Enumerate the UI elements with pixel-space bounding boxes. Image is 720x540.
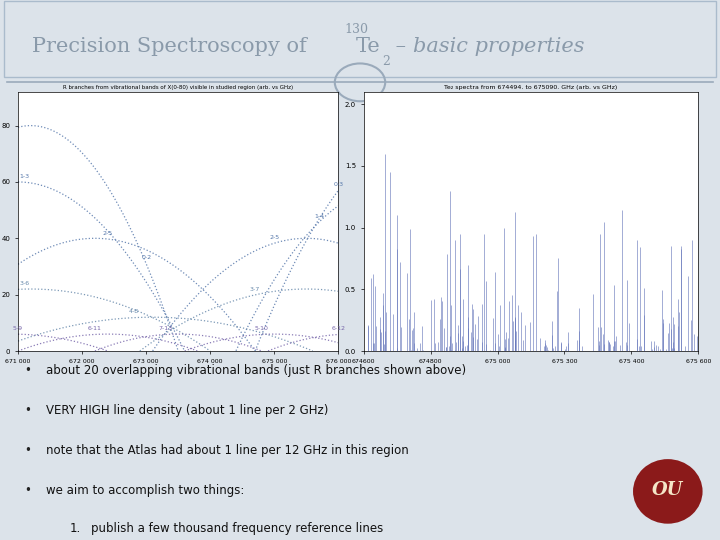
Title: R branches from vibrational bands of X(0-80) visible in studied region (arb. vs : R branches from vibrational bands of X(0… [63, 85, 293, 90]
Text: 1-4: 1-4 [314, 213, 324, 219]
Text: –: – [389, 37, 413, 57]
Text: 2-5: 2-5 [103, 231, 113, 235]
Text: 5-10: 5-10 [255, 326, 269, 331]
Text: 2-5: 2-5 [269, 235, 279, 240]
Text: 1-3: 1-3 [19, 174, 30, 179]
Text: VERY HIGH line density (about 1 line per 2 GHz): VERY HIGH line density (about 1 line per… [45, 404, 328, 417]
Text: 3-6: 3-6 [19, 281, 30, 286]
Text: 5-9: 5-9 [13, 326, 23, 331]
Text: •: • [24, 484, 32, 497]
Text: Precision Spectroscopy of: Precision Spectroscopy of [32, 37, 314, 57]
Text: about 20 overlapping vibrational bands (just R branches shown above): about 20 overlapping vibrational bands (… [45, 364, 466, 377]
Text: publish a few thousand frequency reference lines: publish a few thousand frequency referen… [91, 522, 383, 535]
Text: Te: Te [356, 37, 380, 57]
Text: 6-12: 6-12 [331, 326, 346, 331]
Text: 4-8: 4-8 [128, 309, 138, 314]
Title: Te₂ spectra from 674494. to 675090. GHz (arb. vs GHz): Te₂ spectra from 674494. to 675090. GHz … [444, 85, 618, 90]
Text: 0-3: 0-3 [333, 182, 343, 187]
Text: note that the Atlas had about 1 line per 12 GHz in this region: note that the Atlas had about 1 line per… [45, 444, 408, 457]
Text: 2: 2 [382, 55, 390, 68]
Circle shape [633, 459, 703, 524]
Text: OU: OU [652, 481, 683, 499]
Text: 0-2: 0-2 [141, 255, 151, 260]
Text: we aim to accomplish two things:: we aim to accomplish two things: [45, 484, 244, 497]
Text: basic properties: basic properties [413, 37, 584, 57]
Text: •: • [24, 444, 32, 457]
Text: 7-13: 7-13 [158, 326, 173, 331]
Text: 3-7: 3-7 [250, 287, 260, 292]
Text: 130: 130 [344, 23, 368, 36]
Text: 6-11: 6-11 [88, 326, 102, 331]
Text: 1.: 1. [70, 522, 81, 535]
Text: •: • [24, 364, 32, 377]
Text: •: • [24, 404, 32, 417]
